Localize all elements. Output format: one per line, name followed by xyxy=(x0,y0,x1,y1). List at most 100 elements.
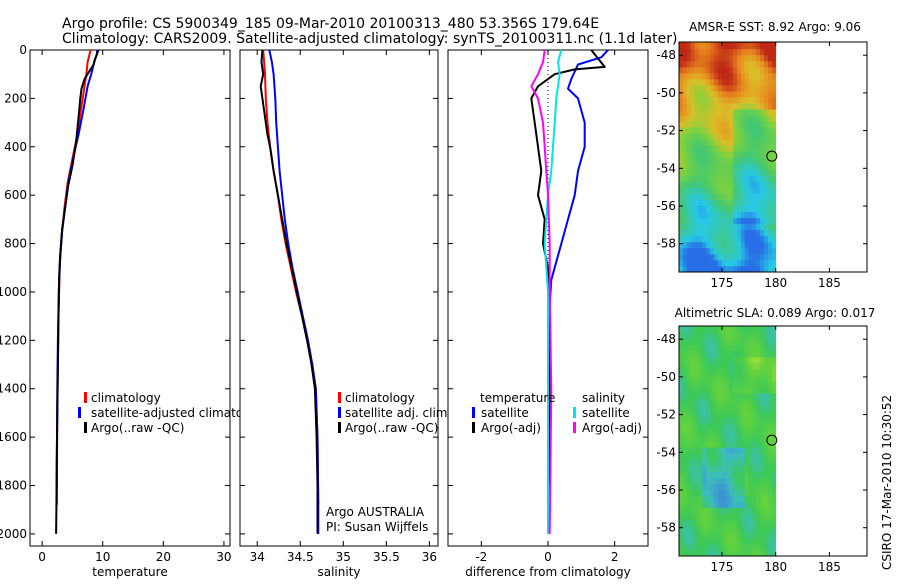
map-cell xyxy=(764,435,769,442)
map-cell xyxy=(682,447,688,454)
map-cell xyxy=(744,537,749,545)
map-cell xyxy=(768,169,773,176)
map-cell xyxy=(709,489,715,496)
map-cell xyxy=(737,381,742,388)
map-cell xyxy=(764,223,769,231)
map-cell xyxy=(740,175,746,182)
map-cell xyxy=(686,435,691,442)
map-cell xyxy=(748,375,753,382)
map-cell xyxy=(682,363,688,370)
map-cell xyxy=(729,411,734,418)
header-line2: Climatology: CARS2009. Satellite-adjuste… xyxy=(62,31,677,47)
map-cell xyxy=(698,483,703,490)
map-cell xyxy=(768,145,773,152)
map-cell xyxy=(717,483,722,490)
map-cell xyxy=(717,139,722,146)
map-cell xyxy=(752,91,757,98)
map-cell xyxy=(717,157,722,164)
map-cell xyxy=(771,266,777,273)
map-cell xyxy=(733,157,738,164)
map-cell xyxy=(690,115,695,122)
map-cell xyxy=(760,253,765,261)
map-cell xyxy=(764,507,769,515)
map-cell xyxy=(717,187,722,194)
map-cell xyxy=(702,405,707,412)
map-cell xyxy=(740,405,746,412)
map-cell xyxy=(725,175,730,182)
map-cell xyxy=(733,54,738,62)
map-cell xyxy=(690,266,695,273)
map-cell xyxy=(694,489,699,496)
map-cell xyxy=(771,115,777,122)
map-cell xyxy=(682,247,688,255)
map-cell xyxy=(706,399,711,406)
map-cell xyxy=(756,411,761,418)
y-tick-label: 400 xyxy=(4,140,27,154)
map-cell xyxy=(686,133,691,140)
map-cell xyxy=(771,91,777,98)
map-cell xyxy=(725,259,730,267)
map-cell xyxy=(694,205,699,212)
map-cell xyxy=(717,411,722,418)
map-cell xyxy=(698,217,703,225)
map-cell xyxy=(748,235,753,243)
map-cell xyxy=(709,60,715,68)
map-cell xyxy=(717,381,722,388)
map-cell xyxy=(756,103,761,110)
legend-swatch-argo xyxy=(338,422,341,433)
map-cell xyxy=(717,223,722,231)
map-cell xyxy=(698,495,703,503)
map-cell xyxy=(725,477,730,484)
map-cell xyxy=(706,531,711,539)
map-cell xyxy=(756,91,761,98)
map-cell xyxy=(744,477,749,484)
map-cell xyxy=(764,205,769,212)
map-cell xyxy=(721,103,726,110)
map-cell xyxy=(682,145,688,152)
map-cell xyxy=(771,85,777,92)
map-cell xyxy=(744,175,749,182)
map-cell xyxy=(748,387,753,394)
map-cell xyxy=(752,127,757,134)
map-cell xyxy=(771,338,777,346)
map-cell xyxy=(690,157,695,164)
map-cell xyxy=(709,531,715,539)
map-cell xyxy=(729,253,734,261)
map-cell xyxy=(744,72,749,80)
map-cell xyxy=(740,48,746,56)
map-cell xyxy=(744,79,749,86)
map-cell xyxy=(713,163,719,170)
map-cell xyxy=(717,193,722,200)
map-cell xyxy=(744,145,749,152)
map-cell xyxy=(706,66,711,74)
map-cell xyxy=(694,42,699,50)
map-cell xyxy=(686,115,691,122)
map-cell xyxy=(713,42,719,44)
map-cell xyxy=(733,483,738,490)
map-cell xyxy=(694,241,699,249)
map-cell xyxy=(748,326,753,334)
map-cell xyxy=(702,85,707,92)
map-cell xyxy=(709,175,715,182)
map-cell xyxy=(733,429,738,436)
map-cell xyxy=(733,399,738,406)
map-cell xyxy=(768,241,773,249)
map-cell xyxy=(733,193,738,200)
map-cell xyxy=(702,537,707,545)
map-cell xyxy=(748,109,753,116)
sla-map-panel: Altimetric SLA: 0.089 Argo: 0.017 -48-50… xyxy=(656,306,875,574)
map-cell xyxy=(721,79,726,86)
map-cell xyxy=(713,79,719,86)
map-cell xyxy=(690,435,695,442)
map-cell xyxy=(748,423,753,430)
map-cell xyxy=(698,266,703,273)
map-cell xyxy=(764,42,769,44)
map-cell xyxy=(764,429,769,436)
map-cell xyxy=(756,429,761,436)
map-cell xyxy=(744,85,749,92)
map-cell xyxy=(752,42,757,44)
map-cell xyxy=(748,369,753,376)
map-cell xyxy=(729,151,734,158)
map-cell xyxy=(744,489,749,496)
map-cell xyxy=(744,127,749,134)
